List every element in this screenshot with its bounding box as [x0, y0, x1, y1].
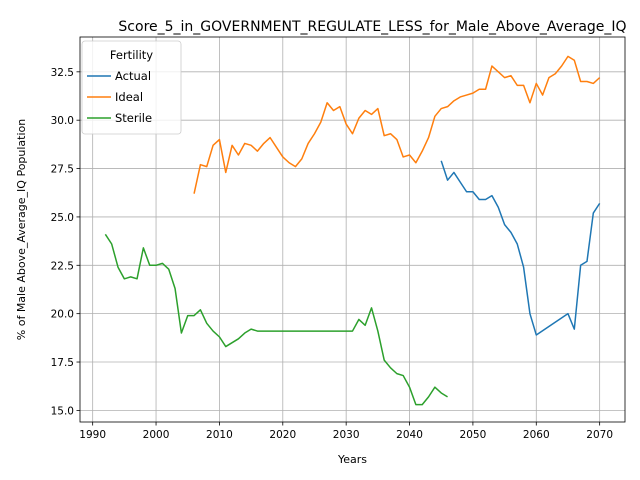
y-tick-label: 17.5 — [51, 357, 74, 369]
x-tick-label: 2030 — [333, 429, 360, 441]
x-tick-label: 1990 — [79, 429, 106, 441]
legend-label: Sterile — [115, 111, 152, 125]
y-axis-label: % of Male Above_Average_IQ Population — [15, 119, 28, 341]
x-tick-label: 2000 — [143, 429, 170, 441]
y-tick-label: 30.0 — [51, 115, 74, 127]
x-tick-label: 2010 — [206, 429, 233, 441]
y-tick-label: 27.5 — [51, 164, 74, 176]
legend-title: Fertility — [110, 48, 153, 62]
series-layer — [104, 55, 601, 406]
y-tick-label: 15.0 — [51, 405, 74, 417]
legend-box — [81, 40, 182, 135]
y-axis: 15.0 17.5 20.0 22.5 25.0 27.5 30.0 32.5 — [51, 67, 80, 417]
legend-label: Ideal — [115, 90, 143, 104]
legend: Fertility Actual Ideal Sterile — [81, 40, 182, 135]
x-tick-label: 2060 — [523, 429, 550, 441]
series-line-ideal — [193, 55, 601, 194]
x-tick-label: 2020 — [269, 429, 296, 441]
x-tick-label: 2050 — [460, 429, 487, 441]
series-line-actual — [440, 160, 601, 336]
y-tick-label: 22.5 — [51, 260, 74, 272]
x-tick-label: 2070 — [586, 429, 613, 441]
y-tick-label: 25.0 — [51, 212, 74, 224]
grid — [80, 37, 625, 422]
axes-frame — [79, 36, 626, 423]
legend-label: Actual — [115, 69, 151, 83]
chart-title: Score_5_in_GOVERNMENT_REGULATE_LESS_for_… — [118, 19, 626, 35]
series-line-sterile — [104, 233, 448, 406]
x-tick-label: 2040 — [396, 429, 423, 441]
x-axis-label: Years — [337, 453, 367, 466]
axes — [79, 36, 626, 423]
y-tick-label: 32.5 — [51, 67, 74, 79]
x-axis: 1990 2000 2010 2020 2030 2040 2050 2060 2070 — [79, 422, 613, 441]
y-tick-label: 20.0 — [51, 309, 74, 321]
